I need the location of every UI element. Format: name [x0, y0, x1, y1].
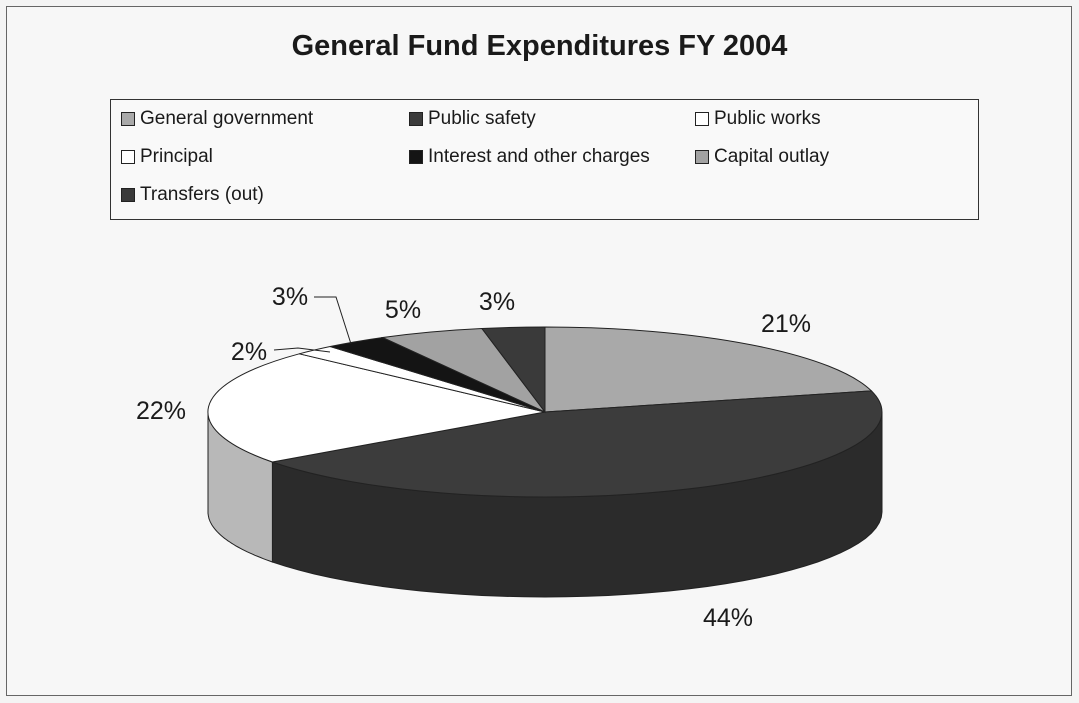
legend-item-public-works: Public works — [695, 105, 821, 133]
data-label-general-government: 21% — [761, 310, 811, 338]
legend-swatch-general-government — [121, 112, 135, 126]
legend-label-public-works: Public works — [714, 108, 821, 129]
legend-label-public-safety: Public safety — [428, 108, 536, 129]
chart-title: General Fund Expenditures FY 2004 — [291, 30, 788, 62]
pie-slice-public-works — [207, 353, 546, 463]
legend-label-capital-outlay: Capital outlay — [714, 146, 830, 167]
legend-item-interest-and-other-charges: Interest and other charges — [409, 143, 650, 171]
legend-swatch-public-safety — [409, 112, 423, 126]
data-labels: 21%44%22%2%3% 5% 3% — [136, 283, 811, 632]
legend-swatch-capital-outlay — [695, 150, 709, 164]
leader-lines — [273, 296, 352, 353]
pie-tops — [207, 326, 883, 498]
legend-label-general-government: General government — [140, 108, 314, 129]
legend: General government Public safety Public … — [110, 99, 979, 220]
legend-label-principal: Principal — [140, 146, 213, 167]
legend-item-principal: Principal — [121, 143, 213, 171]
data-label-public-safety: 44% — [703, 604, 753, 632]
pie-slice-public-safety — [270, 390, 883, 498]
legend-swatch-public-works — [695, 112, 709, 126]
data-label-public-works: 22% — [136, 397, 186, 425]
data-label-capital-outlay: 5% — [385, 296, 421, 324]
data-label-transfers-out: 3% — [479, 288, 515, 316]
legend-item-public-safety: Public safety — [409, 105, 536, 133]
legend-swatch-interest-and-other-charges — [409, 150, 423, 164]
legend-swatch-principal — [121, 150, 135, 164]
leader-line-interest-and-other-charges — [314, 296, 352, 345]
leader-line-principal — [273, 347, 331, 353]
legend-swatch-transfers-out — [121, 188, 135, 202]
legend-label-interest-and-other-charges: Interest and other charges — [428, 146, 650, 167]
pie-slice-general-government — [544, 326, 873, 413]
legend-item-transfers-out: Transfers (out) — [121, 181, 264, 209]
legend-label-transfers-out: Transfers (out) — [140, 184, 264, 205]
data-label-principal: 2% — [231, 338, 267, 366]
data-label-interest-and-other-charges: 3% — [272, 283, 308, 311]
legend-item-general-government: General government — [121, 105, 313, 133]
legend-item-capital-outlay: Capital outlay — [695, 143, 829, 171]
pie-slice-transfers-out — [480, 326, 546, 414]
